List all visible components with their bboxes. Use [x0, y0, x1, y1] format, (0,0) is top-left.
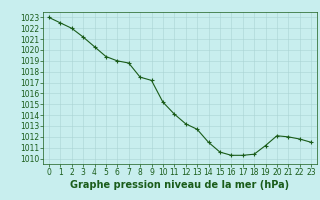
X-axis label: Graphe pression niveau de la mer (hPa): Graphe pression niveau de la mer (hPa)	[70, 180, 290, 190]
